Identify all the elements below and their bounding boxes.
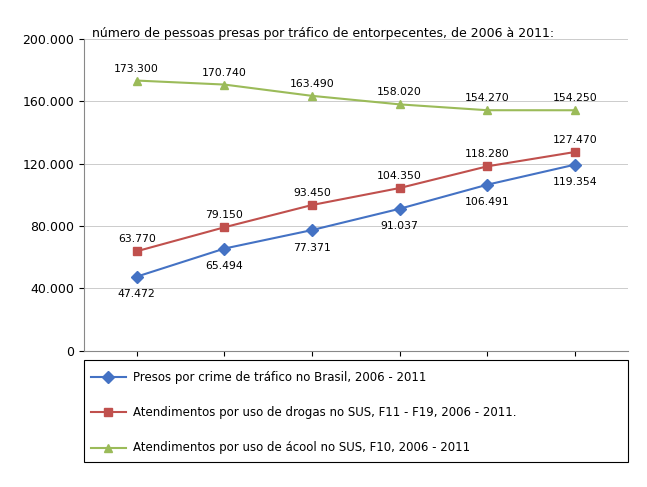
Text: 173.300: 173.300 bbox=[115, 64, 159, 74]
Atendimentos por uso de ácool no SUS, F10, 2006 - 2011 bbox=[308, 93, 316, 99]
Presos por crime de tráfico no Brasil, 2006 - 2011 bbox=[571, 162, 579, 168]
Atendimentos por uso de drogas no SUS, F11 - F19, 2006 - 2011. bbox=[308, 202, 316, 208]
Line: Atendimentos por uso de drogas no SUS, F11 - F19, 2006 - 2011.: Atendimentos por uso de drogas no SUS, F… bbox=[133, 148, 579, 255]
Atendimentos por uso de drogas no SUS, F11 - F19, 2006 - 2011. bbox=[396, 185, 404, 191]
Text: 77.371: 77.371 bbox=[293, 243, 331, 253]
Text: Atendimentos por uso de ácool no SUS, F10, 2006 - 2011: Atendimentos por uso de ácool no SUS, F1… bbox=[133, 441, 470, 454]
Text: 163.490: 163.490 bbox=[290, 79, 334, 89]
Atendimentos por uso de ácool no SUS, F10, 2006 - 2011 bbox=[571, 107, 579, 113]
Text: 65.494: 65.494 bbox=[206, 261, 243, 271]
Atendimentos por uso de drogas no SUS, F11 - F19, 2006 - 2011. bbox=[571, 149, 579, 155]
Text: número de pessoas presas por tráfico de entorpecentes, de 2006 à 2011:: número de pessoas presas por tráfico de … bbox=[93, 27, 554, 40]
Line: Presos por crime de tráfico no Brasil, 2006 - 2011: Presos por crime de tráfico no Brasil, 2… bbox=[133, 161, 579, 281]
Atendimentos por uso de ácool no SUS, F10, 2006 - 2011 bbox=[221, 82, 228, 88]
Text: 158.020: 158.020 bbox=[377, 88, 422, 97]
Presos por crime de tráfico no Brasil, 2006 - 2011 bbox=[396, 206, 404, 212]
Text: Presos por crime de tráfico no Brasil, 2006 - 2011: Presos por crime de tráfico no Brasil, 2… bbox=[133, 371, 426, 384]
Text: 170.740: 170.740 bbox=[202, 68, 247, 77]
Text: 47.472: 47.472 bbox=[118, 289, 155, 299]
Text: 104.350: 104.350 bbox=[377, 171, 422, 181]
Text: 93.450: 93.450 bbox=[293, 188, 331, 198]
Text: 118.280: 118.280 bbox=[465, 150, 510, 159]
Presos por crime de tráfico no Brasil, 2006 - 2011 bbox=[133, 274, 140, 280]
Text: 154.270: 154.270 bbox=[465, 94, 510, 103]
Line: Atendimentos por uso de ácool no SUS, F10, 2006 - 2011: Atendimentos por uso de ácool no SUS, F1… bbox=[133, 76, 579, 114]
Atendimentos por uso de drogas no SUS, F11 - F19, 2006 - 2011. bbox=[483, 164, 491, 169]
Presos por crime de tráfico no Brasil, 2006 - 2011 bbox=[483, 182, 491, 187]
Text: 79.150: 79.150 bbox=[206, 210, 243, 220]
Text: 119.354: 119.354 bbox=[553, 177, 597, 187]
Text: 154.250: 154.250 bbox=[553, 94, 597, 103]
Text: Atendimentos por uso de drogas no SUS, F11 - F19, 2006 - 2011.: Atendimentos por uso de drogas no SUS, F… bbox=[133, 406, 516, 419]
Text: 91.037: 91.037 bbox=[380, 221, 419, 231]
Atendimentos por uso de ácool no SUS, F10, 2006 - 2011 bbox=[483, 107, 491, 113]
Atendimentos por uso de drogas no SUS, F11 - F19, 2006 - 2011. bbox=[221, 225, 228, 230]
Presos por crime de tráfico no Brasil, 2006 - 2011 bbox=[308, 227, 316, 233]
Presos por crime de tráfico no Brasil, 2006 - 2011 bbox=[221, 245, 228, 251]
Text: 106.491: 106.491 bbox=[465, 197, 510, 207]
Text: 63.770: 63.770 bbox=[118, 234, 156, 244]
Atendimentos por uso de ácool no SUS, F10, 2006 - 2011 bbox=[133, 77, 140, 83]
Atendimentos por uso de ácool no SUS, F10, 2006 - 2011 bbox=[396, 101, 404, 107]
Atendimentos por uso de drogas no SUS, F11 - F19, 2006 - 2011. bbox=[133, 248, 140, 254]
Text: 127.470: 127.470 bbox=[553, 135, 597, 145]
